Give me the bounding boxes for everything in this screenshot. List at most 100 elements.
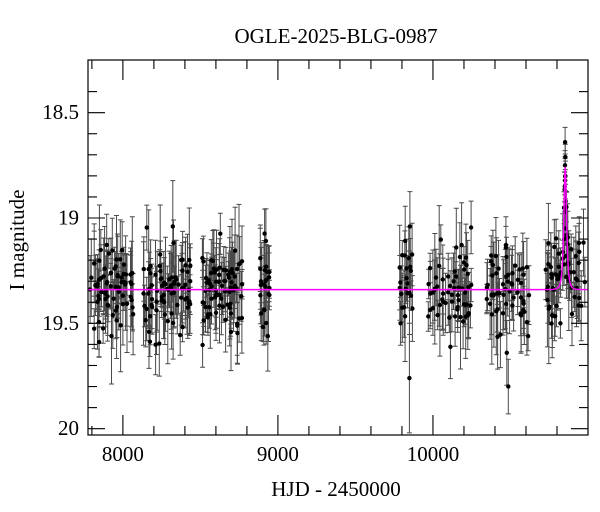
data-point	[228, 311, 234, 316]
data-point	[503, 301, 509, 307]
data-point	[228, 301, 233, 306]
data-point	[426, 314, 431, 319]
data-point	[146, 329, 152, 334]
data-point	[488, 259, 494, 264]
data-point	[549, 272, 554, 277]
data-point	[569, 311, 575, 317]
data-point	[558, 321, 563, 326]
data-point	[456, 298, 461, 303]
data-point	[129, 281, 134, 287]
data-point	[180, 268, 185, 273]
data-point	[506, 272, 511, 277]
data-point	[562, 140, 568, 145]
data-point	[149, 297, 155, 302]
data-point	[183, 263, 188, 268]
data-point	[517, 267, 522, 272]
data-point	[449, 299, 455, 304]
data-point	[110, 248, 115, 253]
data-point	[211, 266, 216, 272]
data-point	[554, 303, 559, 308]
data-point	[500, 282, 506, 287]
data-point	[262, 231, 267, 236]
data-point	[452, 314, 458, 319]
data-point	[123, 280, 128, 286]
data-point	[261, 282, 267, 287]
data-point	[409, 252, 415, 257]
data-point	[209, 257, 214, 263]
data-point	[524, 265, 530, 270]
data-point	[207, 281, 213, 287]
data-point	[446, 290, 451, 295]
data-point	[89, 275, 94, 280]
data-point	[148, 271, 153, 276]
data-point	[259, 311, 264, 316]
data-point	[260, 324, 266, 330]
data-point	[398, 321, 403, 326]
data-point	[128, 294, 133, 299]
data-point	[460, 319, 466, 324]
data-point	[176, 282, 181, 287]
data-point	[267, 269, 272, 275]
data-point	[520, 266, 525, 271]
data-point	[120, 302, 126, 307]
data-point	[581, 240, 586, 245]
data-point	[513, 263, 518, 268]
data-point	[407, 375, 412, 381]
data-point	[178, 332, 183, 338]
data-point	[158, 268, 163, 274]
data-point	[104, 281, 110, 286]
data-point	[410, 306, 415, 311]
data-point	[546, 241, 551, 246]
data-point	[118, 323, 123, 328]
data-point	[208, 270, 214, 276]
data-point	[153, 342, 158, 347]
data-point	[459, 242, 464, 248]
data-point	[228, 285, 233, 290]
data-point	[112, 266, 117, 271]
data-point	[165, 318, 170, 324]
data-point	[576, 303, 581, 308]
y-tick-label: 18.5	[42, 100, 79, 124]
data-point	[158, 276, 163, 282]
data-point	[468, 225, 474, 230]
data-point	[403, 286, 408, 291]
data-point	[108, 284, 113, 289]
data-point	[521, 272, 526, 277]
data-point	[232, 274, 237, 279]
data-point	[179, 295, 184, 300]
data-point	[169, 311, 174, 316]
data-point	[503, 242, 509, 248]
data-point	[571, 270, 576, 275]
data-point	[258, 293, 263, 298]
data-point	[487, 301, 493, 306]
data-point	[200, 300, 205, 305]
data-point	[440, 297, 445, 302]
data-point	[118, 257, 123, 262]
data-point	[223, 268, 229, 273]
data-point	[403, 238, 408, 244]
data-point	[400, 253, 405, 258]
data-point	[576, 260, 581, 266]
data-point	[106, 303, 111, 308]
data-point	[161, 292, 166, 298]
data-point	[457, 254, 463, 260]
data-point	[484, 296, 489, 302]
data-point	[524, 320, 530, 325]
data-point	[213, 310, 219, 315]
data-point	[562, 163, 568, 168]
data-point	[232, 248, 238, 253]
data-point	[98, 247, 104, 253]
microlensing-model-curve	[88, 166, 588, 291]
data-point	[146, 291, 151, 296]
model-curve-layer	[88, 166, 588, 291]
data-point	[209, 296, 214, 301]
data-point	[553, 236, 559, 241]
data-point	[440, 277, 445, 282]
data-point	[153, 272, 158, 277]
data-point	[428, 291, 433, 296]
data-point	[509, 282, 515, 287]
data-point	[407, 224, 413, 229]
